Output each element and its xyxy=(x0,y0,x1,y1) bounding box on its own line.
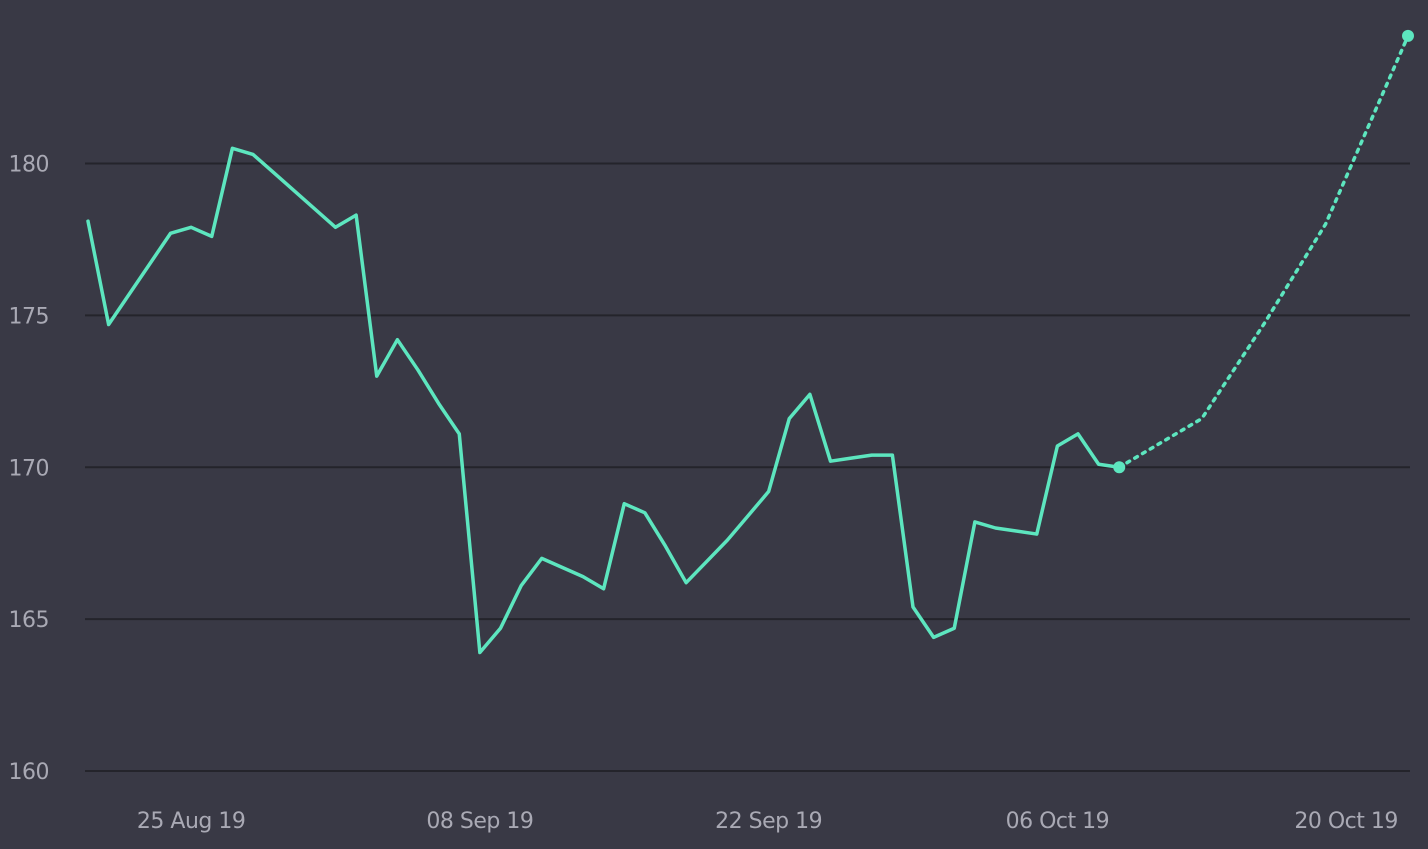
forecast-start-point xyxy=(1113,461,1126,474)
y-tick-label-170: 170 xyxy=(9,456,50,481)
x-tick-label-4: 20 Oct 19 xyxy=(1294,809,1398,834)
y-tick-label-175: 175 xyxy=(9,304,50,329)
forecast-line xyxy=(1117,34,1410,469)
y-tick-label-165: 165 xyxy=(9,608,50,633)
y-axis-ticks: 160 165 170 175 180 xyxy=(9,153,50,786)
x-tick-label-0: 25 Aug 19 xyxy=(137,809,245,834)
y-tick-label-160: 160 xyxy=(9,760,50,785)
price-line xyxy=(86,146,1121,655)
forecast-end-point xyxy=(1402,29,1414,42)
x-axis-ticks: 25 Aug 19 08 Sep 19 22 Sep 19 06 Oct 19 20 O… xyxy=(137,809,1398,834)
grid xyxy=(85,162,1410,772)
y-tick-label-180: 180 xyxy=(9,153,50,178)
x-tick-label-1: 08 Sep 19 xyxy=(426,809,533,834)
series xyxy=(86,29,1414,655)
x-tick-label-3: 06 Oct 19 xyxy=(1006,809,1110,834)
x-tick-label-2: 22 Sep 19 xyxy=(715,809,822,834)
